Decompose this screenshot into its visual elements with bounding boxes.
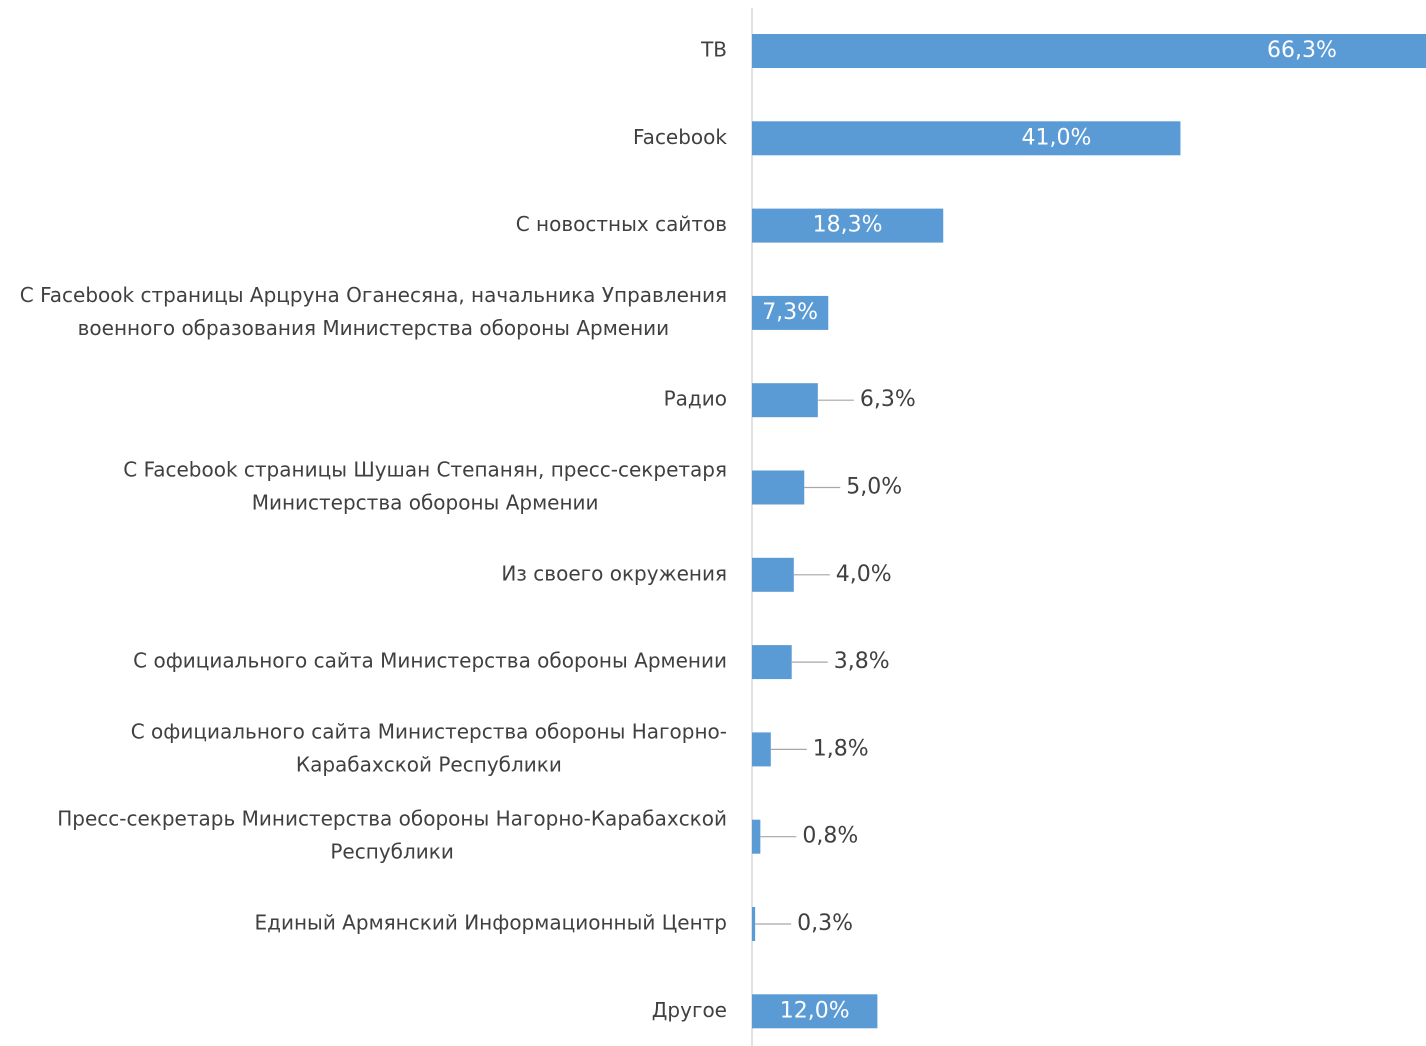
category-label: Радио [664, 387, 727, 411]
category-label: С официального сайта Министерства оборон… [131, 719, 727, 743]
bar [752, 994, 878, 1029]
value-label: 12,0% [780, 998, 850, 1023]
value-label: 3,8% [834, 649, 890, 674]
bar [752, 557, 794, 592]
bar [752, 121, 1181, 156]
category-label: Из своего окружения [501, 561, 727, 585]
category-label: Facebook [633, 125, 727, 149]
value-label: 0,8% [802, 824, 858, 849]
category-label: Республики [330, 840, 453, 864]
value-label: 0,3% [797, 911, 853, 936]
category-label: Министерства обороны Армении [252, 491, 599, 515]
value-label: 4,0% [836, 562, 892, 587]
bar [752, 470, 805, 505]
bar [752, 208, 944, 243]
value-label: 41,0% [1022, 125, 1092, 150]
bar [752, 34, 1426, 68]
bar [752, 383, 818, 418]
value-label: 5,0% [846, 475, 902, 500]
category-label: Единый Армянский Информационный Центр [255, 911, 728, 935]
category-label: военного образования Министерства оборон… [78, 316, 670, 340]
category-label: С Facebook страницы Шушан Степанян, прес… [123, 458, 727, 482]
category-label: Другое [652, 998, 727, 1022]
category-label: ТВ [700, 38, 727, 62]
bar [752, 295, 829, 330]
value-label: 7,3% [762, 300, 818, 325]
bar [752, 645, 792, 680]
value-label: 1,8% [813, 736, 869, 761]
category-label: Карабахской Республики [296, 752, 562, 776]
category-label: С Facebook страницы Арцруна Оганесяна, н… [20, 283, 727, 307]
category-label: Пресс-секретарь Министерства обороны Наг… [57, 807, 727, 831]
bar [752, 732, 771, 767]
value-label: 6,3% [860, 387, 916, 412]
category-label: С новостных сайтов [516, 212, 727, 236]
value-label: 66,3% [1267, 38, 1337, 63]
bar [752, 907, 756, 941]
category-label: С официального сайта Министерства оборон… [133, 649, 727, 673]
bar [752, 819, 761, 854]
value-label: 18,3% [813, 213, 883, 238]
